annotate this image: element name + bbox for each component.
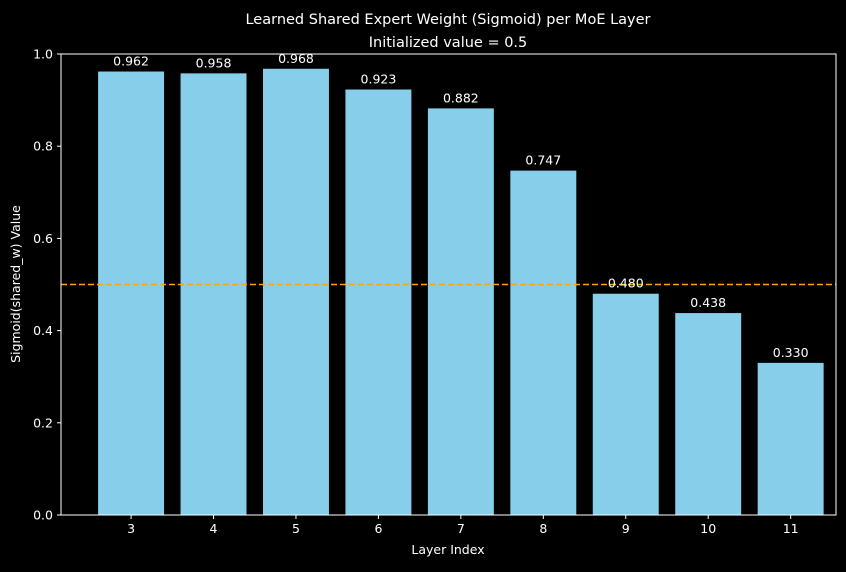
bar-layer-6 [345, 89, 412, 515]
y-tick-label-1: 0.2 [33, 415, 53, 430]
bar-layer-3 [98, 71, 165, 516]
value-label-6: 0.923 [361, 72, 397, 87]
bar-layer-7 [427, 108, 494, 516]
value-label-4: 0.958 [196, 55, 232, 70]
bar-layer-4 [180, 73, 247, 516]
y-tick-label-2: 0.4 [33, 323, 53, 338]
y-tick-label-4: 0.8 [33, 139, 53, 154]
x-tick-label-5: 5 [292, 521, 300, 536]
chart-title: Learned Shared Expert Weight (Sigmoid) p… [245, 12, 650, 28]
x-tick-label-10: 10 [700, 521, 716, 536]
value-label-10: 0.438 [690, 295, 726, 310]
value-label-11: 0.330 [773, 345, 809, 360]
x-ticks-layer: 3 4 5 6 7 8 9 10 11 [127, 515, 799, 536]
y-tick-label-0: 0.0 [33, 508, 53, 523]
y-tick-label-5: 1.0 [33, 47, 53, 62]
bar-layer-10 [675, 313, 742, 515]
x-tick-label-11: 11 [783, 521, 799, 536]
x-tick-label-9: 9 [622, 521, 630, 536]
x-tick-label-4: 4 [210, 521, 218, 536]
x-tick-label-8: 8 [539, 521, 547, 536]
bar-layer-9 [592, 293, 659, 515]
y-axis-label: Sigmoid(shared_w) Value [8, 205, 23, 363]
value-label-5: 0.968 [278, 51, 314, 66]
value-label-7: 0.882 [443, 90, 479, 105]
y-ticks-layer: 0.0 0.2 0.4 0.6 0.8 1.0 [33, 47, 61, 523]
plot-frame [60, 53, 837, 516]
axes-layer [60, 53, 837, 516]
x-axis-label: Layer Index [411, 542, 484, 557]
y-tick-label-3: 0.6 [33, 231, 53, 246]
chart-subtitle: Initialized value = 0.5 [369, 35, 528, 51]
x-tick-label-6: 6 [374, 521, 382, 536]
value-label-3: 0.962 [113, 54, 149, 69]
x-tick-label-3: 3 [127, 521, 135, 536]
bar-layer-5 [262, 68, 329, 515]
bar-layer-8 [510, 170, 577, 515]
bars-layer [98, 68, 824, 516]
value-label-9: 0.480 [608, 276, 644, 291]
bar-layer-11 [757, 362, 824, 515]
x-tick-label-7: 7 [457, 521, 465, 536]
value-label-8: 0.747 [525, 153, 561, 168]
